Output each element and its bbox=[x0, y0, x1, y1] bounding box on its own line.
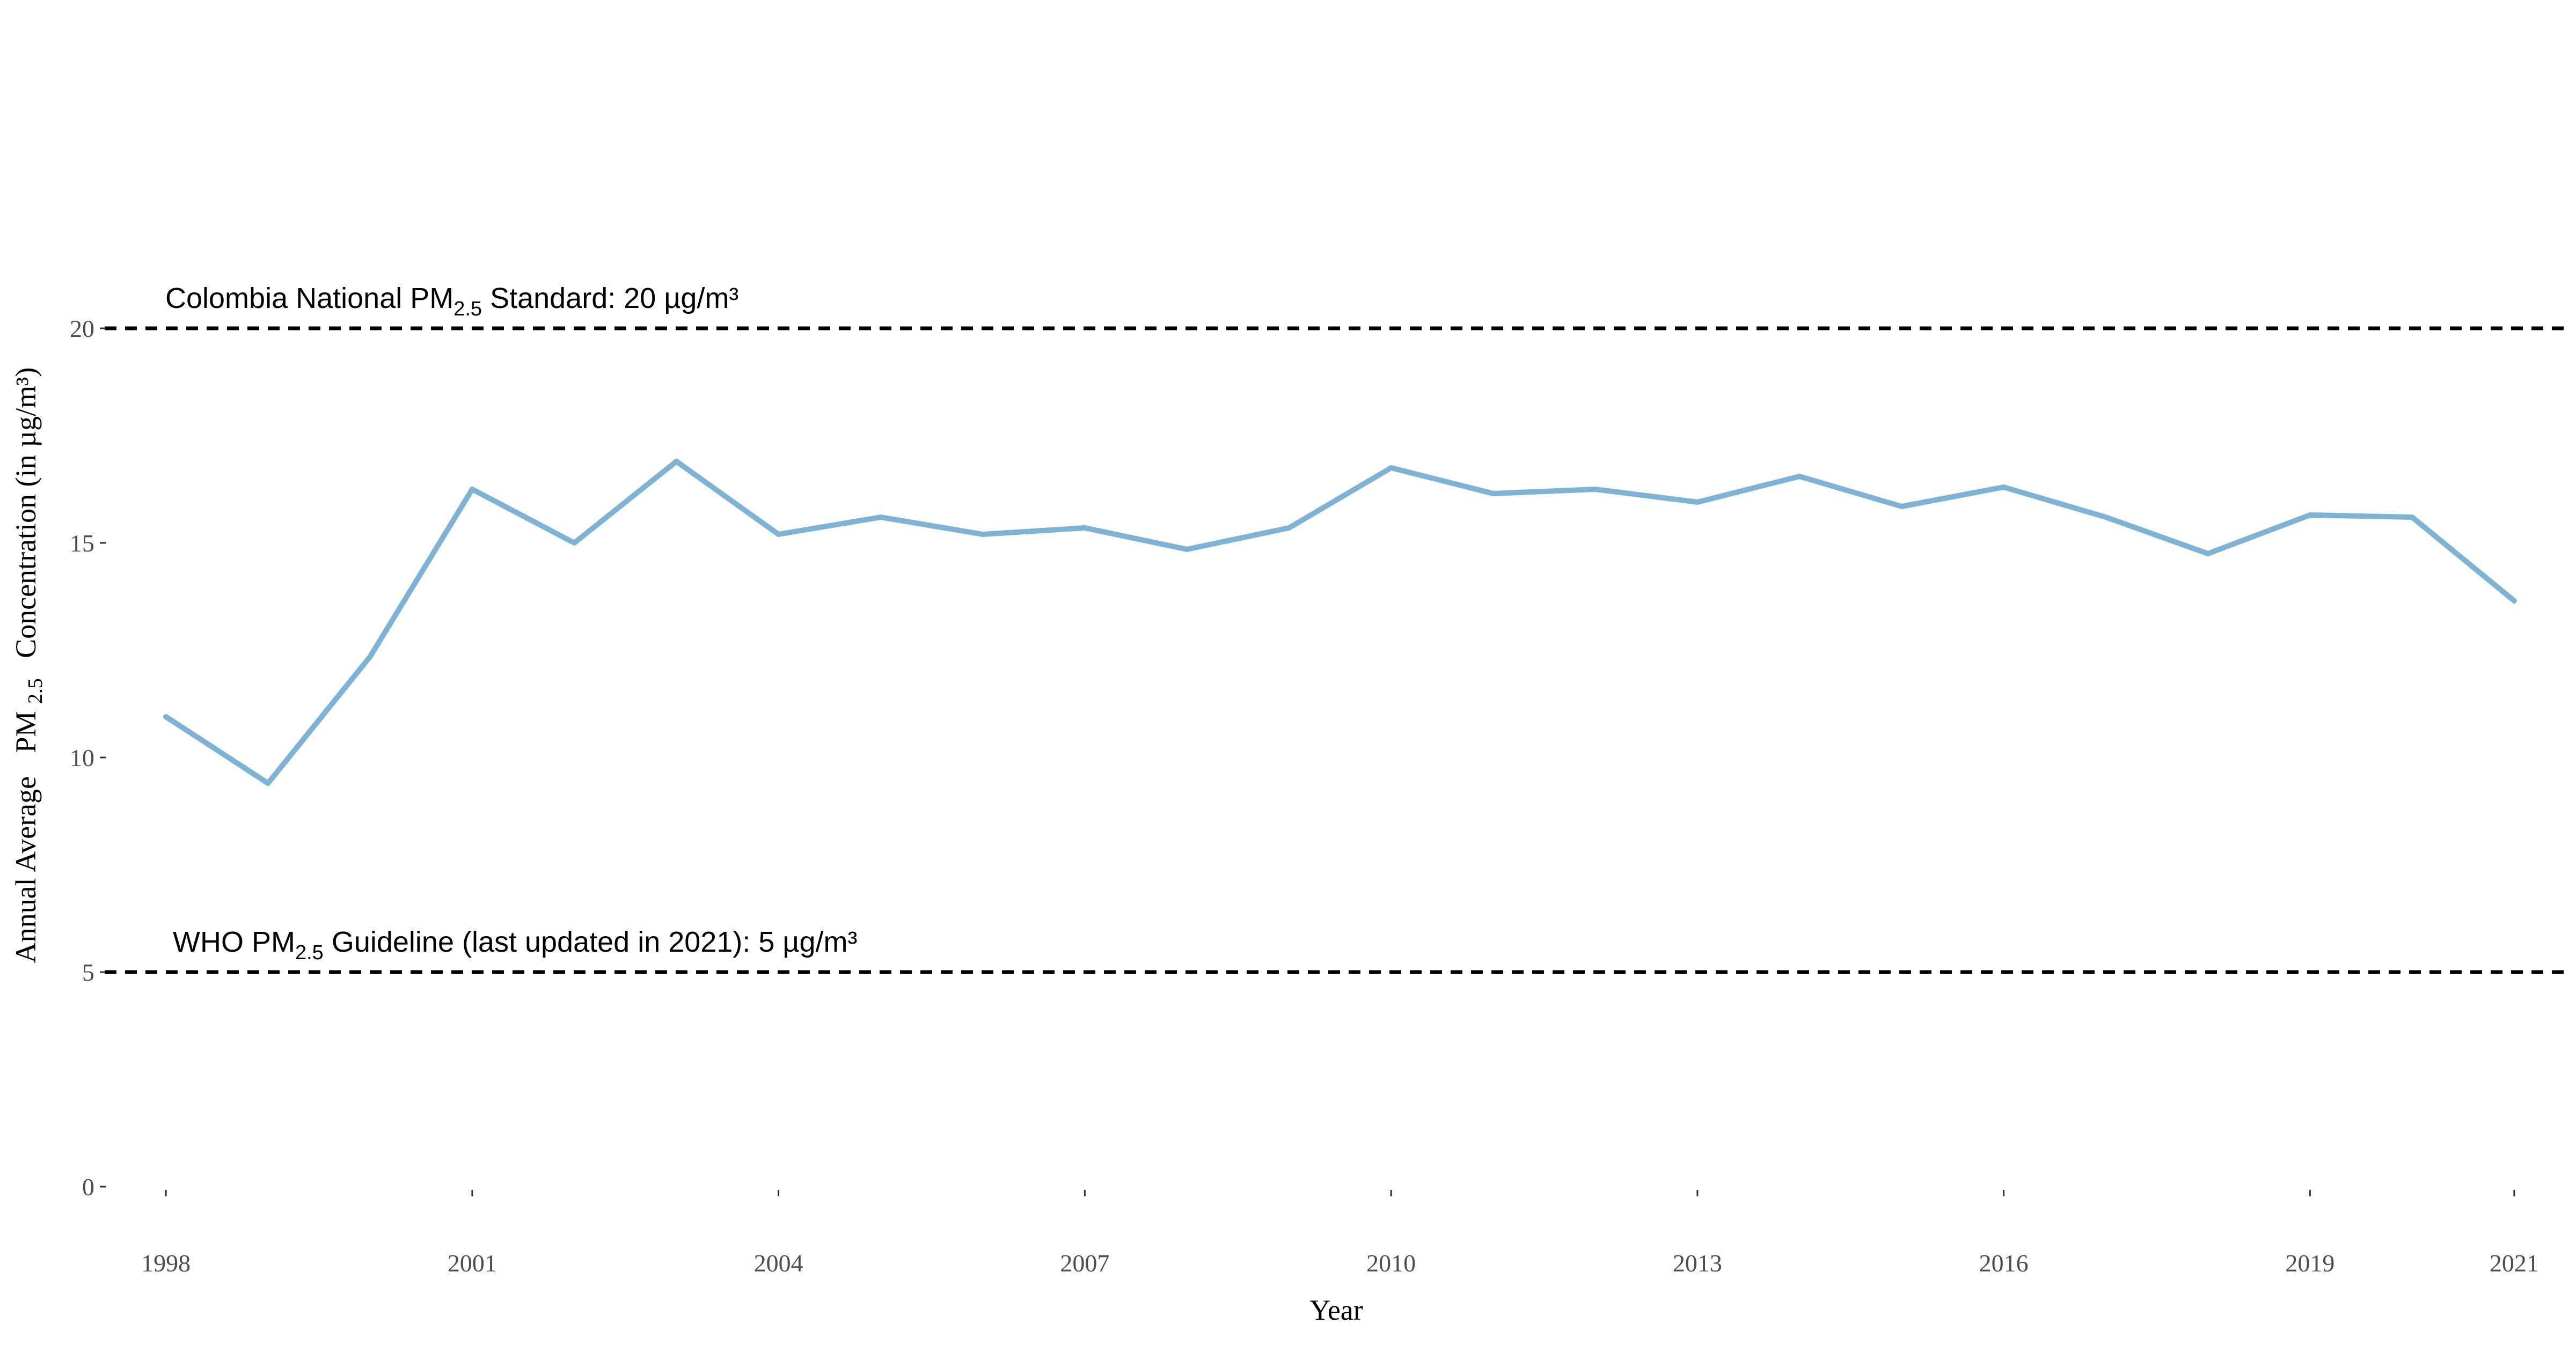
reference-line-label: WHO PM2.5 Guideline (last updated in 202… bbox=[173, 926, 858, 964]
x-tick-label: 2016 bbox=[1979, 1249, 2029, 1277]
y-tick-label: 20 bbox=[70, 315, 94, 342]
y-axis: 0 5 10 15 20 bbox=[70, 315, 106, 1201]
x-axis: 1998 2001 2004 2007 2010 2013 2016 2019 2021 bbox=[141, 1190, 2539, 1277]
x-tick-label: 1998 bbox=[141, 1249, 191, 1277]
x-tick-label: 2007 bbox=[1060, 1249, 1109, 1277]
reference-label-text: Standard: 20 µg/m³ bbox=[482, 282, 738, 314]
x-tick-label: 2021 bbox=[2490, 1249, 2539, 1277]
y-tick-label: 5 bbox=[82, 959, 94, 986]
reference-lines: Colombia National PM2.5 Standard: 20 µg/… bbox=[105, 282, 2571, 974]
reference-line-label: Colombia National PM2.5 Standard: 20 µg/… bbox=[165, 282, 738, 320]
x-tick-label: 2019 bbox=[2285, 1249, 2334, 1277]
series bbox=[163, 459, 2517, 786]
y-axis-title-pm: PM bbox=[10, 711, 42, 753]
reference-label-text: Colombia National PM bbox=[165, 282, 453, 314]
x-tick-label: 2010 bbox=[1366, 1249, 1416, 1277]
x-tick-label: 2013 bbox=[1673, 1249, 1722, 1277]
y-tick-label: 10 bbox=[70, 744, 94, 771]
series-line bbox=[163, 459, 2517, 786]
y-axis-title-prefix: Annual Average bbox=[10, 776, 42, 963]
reference-label-sub: 2.5 bbox=[295, 942, 324, 964]
reference-label-sub: 2.5 bbox=[453, 298, 482, 320]
reference-label-text: Guideline (last updated in 2021): 5 µg/m… bbox=[324, 926, 858, 958]
y-axis-title-sub: 2.5 bbox=[24, 678, 47, 704]
y-axis-title: Annual Average PM 2.5 Concentration (in … bbox=[10, 367, 48, 964]
y-tick-label: 0 bbox=[82, 1173, 94, 1201]
x-tick-label: 2001 bbox=[448, 1249, 497, 1277]
y-tick-label: 15 bbox=[70, 529, 94, 557]
reference-label-text: WHO PM bbox=[173, 926, 295, 958]
x-axis-title: Year bbox=[1309, 1294, 1363, 1326]
x-tick-label: 2004 bbox=[754, 1249, 803, 1277]
y-axis-title-suffix: Concentration (in µg/m³) bbox=[10, 367, 42, 658]
